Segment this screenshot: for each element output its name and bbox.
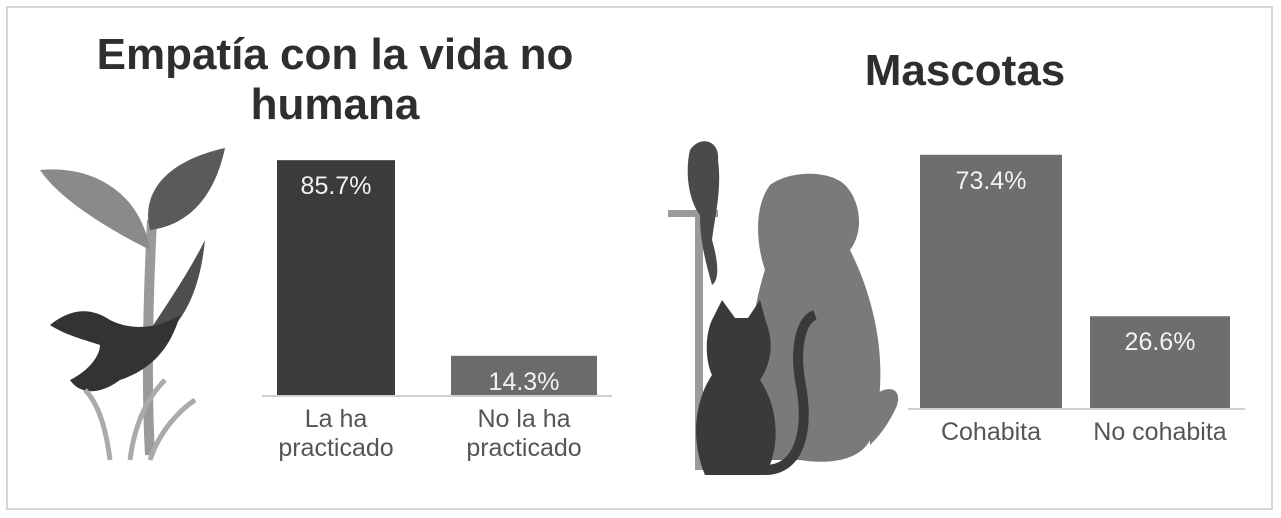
frame: [6, 6, 1273, 510]
chart-title: Mascotas: [864, 46, 1066, 95]
bar: [1090, 316, 1230, 408]
category-label: No la ha practicado: [466, 405, 582, 462]
bar: [277, 160, 395, 395]
value-label: 73.4%: [955, 166, 1027, 195]
bar: [920, 154, 1062, 408]
category-label: Cohabita: [940, 418, 1042, 446]
value-label: 14.3%: [488, 367, 560, 396]
bar: [451, 355, 597, 395]
category-label: La ha practicado: [278, 405, 394, 462]
value-label: 85.7%: [300, 172, 372, 201]
plant-bird-illustration: [40, 148, 225, 461]
pets-illustration: [668, 141, 899, 475]
chart-title: Empatía con la vida no humana: [96, 30, 574, 129]
category-label: No cohabita: [1093, 418, 1227, 446]
value-label: 26.6%: [1124, 328, 1196, 357]
